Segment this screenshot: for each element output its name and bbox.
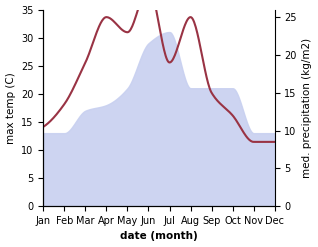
- X-axis label: date (month): date (month): [120, 231, 198, 242]
- Y-axis label: med. precipitation (kg/m2): med. precipitation (kg/m2): [302, 38, 313, 178]
- Y-axis label: max temp (C): max temp (C): [5, 72, 16, 144]
